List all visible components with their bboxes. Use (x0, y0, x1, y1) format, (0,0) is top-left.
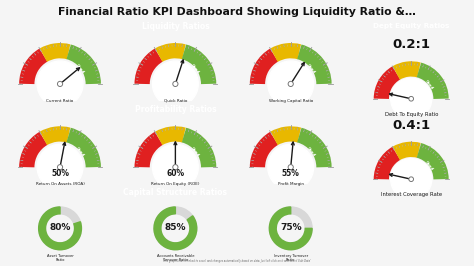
Text: Debt To Equity Ratio: Debt To Equity Ratio (384, 112, 438, 117)
Text: 0.2:1: 0.2:1 (392, 39, 430, 51)
Circle shape (409, 177, 413, 181)
Circle shape (153, 61, 198, 107)
Text: 80%: 80% (49, 223, 71, 232)
Circle shape (391, 159, 432, 200)
Circle shape (391, 78, 432, 119)
Circle shape (153, 144, 198, 190)
Text: Good: Good (190, 146, 200, 157)
Text: 0.4:1: 0.4:1 (392, 119, 430, 132)
Text: Return On Equity (ROE): Return On Equity (ROE) (151, 182, 200, 186)
Text: 50%: 50% (51, 169, 69, 178)
Text: Profitability Ratios: Profitability Ratios (135, 105, 216, 114)
Circle shape (268, 61, 314, 107)
Wedge shape (39, 207, 82, 250)
Text: Good: Good (75, 146, 85, 157)
Text: Good: Good (424, 160, 434, 171)
Text: Interest Coverage Rate: Interest Coverage Rate (381, 193, 442, 197)
Text: Financial Ratio KPI Dashboard Showing Liquidity Ratio &…: Financial Ratio KPI Dashboard Showing Li… (58, 7, 416, 18)
Text: Good: Good (424, 79, 434, 90)
Text: Good: Good (75, 63, 85, 74)
Text: Quick Ratio: Quick Ratio (164, 99, 187, 103)
Circle shape (288, 81, 293, 86)
Circle shape (268, 144, 314, 190)
Circle shape (173, 165, 178, 170)
Text: Profit Margin: Profit Margin (278, 182, 304, 186)
Circle shape (173, 81, 178, 86)
Wedge shape (269, 207, 312, 250)
Circle shape (57, 165, 63, 170)
Text: This graph/chart is linked to excel, and changes automatically based on data. Ju: This graph/chart is linked to excel, and… (163, 259, 311, 263)
Text: Capital Structure Ratios: Capital Structure Ratios (123, 188, 228, 197)
Text: Accounts Receivable
Turnover Ratio: Accounts Receivable Turnover Ratio (156, 253, 194, 262)
Circle shape (57, 81, 63, 86)
Text: Liquidity Ratios: Liquidity Ratios (142, 22, 209, 31)
Text: Working Capital Ratio: Working Capital Ratio (269, 99, 313, 103)
Circle shape (37, 61, 83, 107)
Wedge shape (39, 207, 82, 250)
Text: Good: Good (190, 63, 200, 74)
Wedge shape (269, 207, 312, 250)
Text: Good: Good (305, 63, 316, 74)
Circle shape (409, 97, 413, 101)
Text: Asset Turnover
Ratio: Asset Turnover Ratio (46, 253, 73, 262)
Text: Dept Equity Ratios: Dept Equity Ratios (373, 23, 449, 29)
Wedge shape (154, 207, 197, 250)
Circle shape (288, 165, 293, 170)
Text: 75%: 75% (280, 223, 301, 232)
Text: Return On Assets (ROA): Return On Assets (ROA) (36, 182, 84, 186)
Circle shape (37, 144, 83, 190)
Text: Current Ratio: Current Ratio (46, 99, 73, 103)
Text: 55%: 55% (282, 169, 300, 178)
Text: 60%: 60% (166, 169, 184, 178)
Text: Good: Good (305, 146, 316, 157)
Wedge shape (154, 207, 197, 250)
Text: 85%: 85% (164, 223, 186, 232)
Text: Inventory Turnover
Ratio: Inventory Turnover Ratio (273, 253, 308, 262)
